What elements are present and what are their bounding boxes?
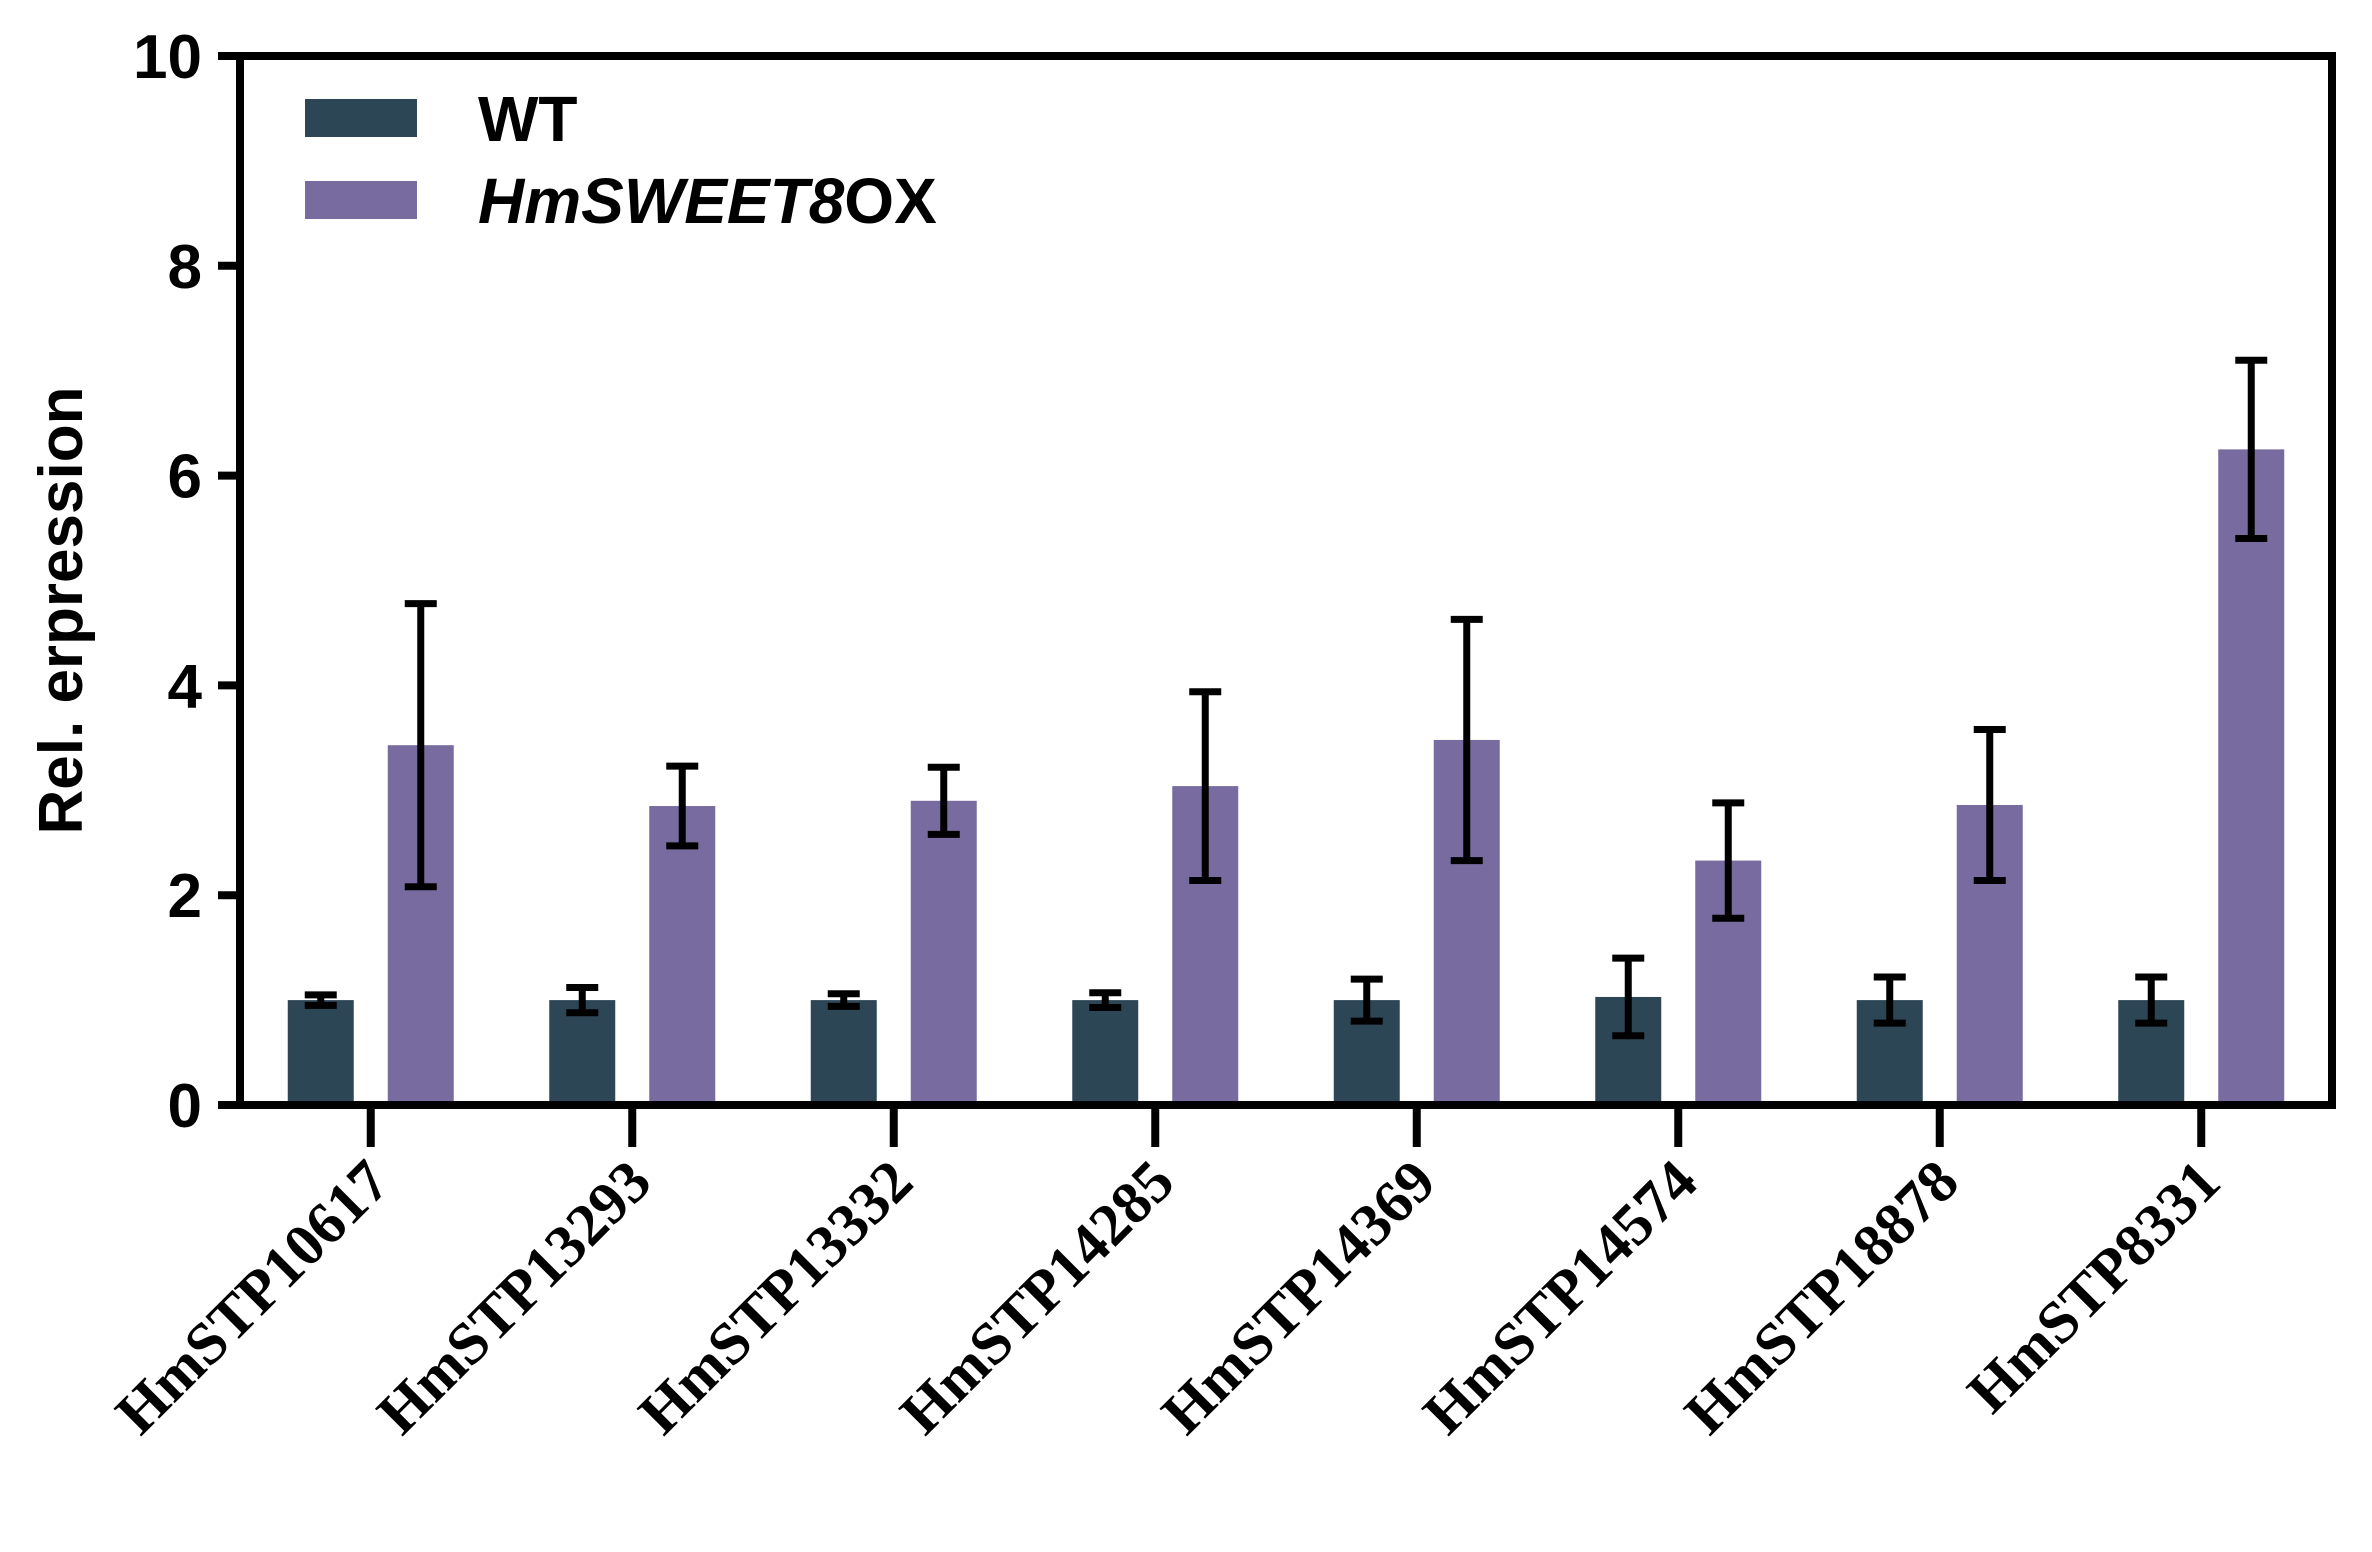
x-tick-label: HmSTP18878: [1672, 1148, 1971, 1447]
x-tick-label: HmSTP14369: [1149, 1148, 1448, 1447]
bar-wt-hmstp10617: [287, 1000, 354, 1105]
x-tick-label: HmSTP8331: [1955, 1148, 2233, 1426]
legend-label-part: WT: [478, 83, 578, 155]
y-tick-label: 4: [168, 652, 203, 721]
bar-wt-hmstp14285: [1072, 1000, 1139, 1105]
bar-ox-hmstp13332: [910, 800, 977, 1105]
legend-label-part: OX: [844, 165, 937, 237]
x-tick-label: HmSTP10617: [103, 1148, 402, 1447]
legend-label: HmSWEET8OX: [478, 165, 937, 237]
legend-swatch: [305, 99, 417, 137]
x-tick-label: HmSTP13332: [626, 1148, 925, 1447]
y-tick-label: 10: [133, 23, 202, 92]
y-axis-ticks: 0 2 4 6 8 10: [133, 23, 240, 1141]
bar-ox-hmstp8331: [2218, 449, 2285, 1105]
legend: WT HmSWEET8OX: [305, 83, 937, 237]
x-tick-label: HmSTP14285: [888, 1148, 1187, 1447]
legend-label-part: HmSWEET8: [478, 165, 845, 237]
y-tick-label: 0: [168, 1072, 202, 1141]
plot-frame: [236, 52, 2336, 1109]
y-tick-label: 2: [168, 862, 202, 931]
legend-label: WT: [478, 83, 578, 155]
y-tick-label: 6: [168, 443, 202, 512]
bar-ox-hmstp13293: [649, 806, 716, 1105]
bar-wt-hmstp13332: [810, 1000, 877, 1105]
x-tick-label: HmSTP13293: [365, 1148, 664, 1447]
x-tick-label: HmSTP14574: [1411, 1148, 1710, 1447]
y-axis-label: Rel. erpression: [27, 387, 96, 835]
bar-wt-hmstp13293: [549, 1000, 616, 1105]
error-bars: [304, 356, 2268, 1040]
bars: [287, 449, 2285, 1105]
legend-swatch: [305, 181, 417, 219]
x-axis-ticks: HmSTP10617HmSTP13293HmSTP13332HmSTP14285…: [103, 1105, 2232, 1446]
y-tick-label: 8: [168, 233, 202, 302]
